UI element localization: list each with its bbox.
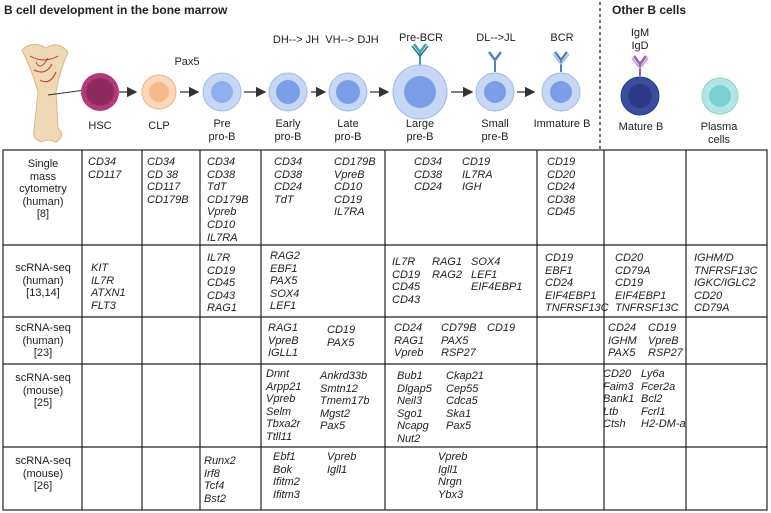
cell-r1-mature: CD20 CD79A CD19 EIF4EBP1 TNFRSF13C: [615, 252, 679, 315]
cell-r4-large: Vpreb Igll1 Nrgn Ybx3: [438, 451, 468, 501]
cell-r1-large-2: RAG1 RAG2: [432, 256, 462, 281]
other-b-cells-title: Other B cells: [612, 3, 687, 17]
early-pro-b-cell-icon: [268, 72, 308, 112]
cell-r1-large: IL7R CD19 CD45 CD43: [392, 256, 421, 306]
large-pre-b-cell-icon: [392, 43, 448, 120]
cell-r4-late: Vpreb Igll1: [327, 451, 357, 476]
cell-r3-mature: CD20 Faim3 Bank1 Ltb Ctsh: [603, 368, 635, 431]
row-label-mass-cytometry: Single mass cytometry (human) [8]: [19, 158, 67, 221]
step-igm-igd: IgM IgD: [630, 27, 650, 52]
cell-r4-prepro: Runx2 Irf8 Tcf4 Bst2: [204, 455, 236, 505]
cell-mass-early: CD34 CD38 CD24 TdT: [274, 156, 303, 206]
step-bcr: BCR: [550, 32, 574, 44]
cell-r2-large-2: CD79B PAX5 RSP27: [441, 322, 477, 360]
cell-r3-mature-2: Ly6a Fcer2a Bcl2 Fcrl1 H2-DM-a: [641, 368, 686, 431]
step-pre-bcr: Pre-BCR: [398, 32, 443, 44]
cell-mass-clp: CD34 CD 38 CD117 CD179B: [147, 156, 189, 206]
stage-label-plasma-cells: Plasma cells: [700, 121, 738, 146]
cell-r2-mature-2: CD19 VpreB RSP27: [648, 322, 683, 360]
mature-b-cell-icon: [620, 55, 660, 116]
stage-label-hsc: HSC: [88, 120, 112, 132]
stage-label-immature-b: Immature B: [533, 118, 591, 130]
figure-title: B cell development in the bone marrow: [4, 3, 228, 17]
cell-r2-large: CD24 RAG1 Vpreb: [394, 322, 424, 360]
row-label-scrna-human-23: scRNA-seq (human) [23]: [15, 322, 71, 360]
row-label-scrna-mouse-26: scRNA-seq (mouse) [26]: [15, 455, 71, 493]
cell-illustration: [21, 2, 739, 150]
step-vh-djh: VH--> DJH: [325, 34, 379, 46]
step-pax5: Pax5: [174, 56, 200, 68]
row-label-scrna-human-13-14: scRNA-seq (human) [13,14]: [15, 262, 71, 300]
bone-marrow-icon: [21, 44, 86, 143]
cell-mass-prepro: CD34 CD38 TdT CD179B Vpreb CD10 IL7RA: [207, 156, 249, 244]
immature-b-cell-icon: [541, 51, 581, 112]
step-dl-jl: DL-->JL: [476, 32, 516, 44]
cell-r1-small: SOX4 LEF1 EIF4EBP1: [471, 256, 523, 294]
stage-label-late-pro-b: Late pro-B: [334, 118, 362, 143]
cell-r1-hsc: KIT IL7R ATXN1 FLT3: [91, 262, 126, 312]
row-label-scrna-mouse-25: scRNA-seq (mouse) [25]: [15, 372, 71, 410]
stage-label-small-pre-b: Small pre-B: [481, 118, 509, 143]
plasma-cell-icon: [701, 77, 739, 115]
small-pre-b-cell-icon: [475, 51, 515, 112]
cell-r3-large: Bub1 Dlgap5 Neil3 Sgo1 Ncapg Nut2: [397, 370, 432, 445]
cell-mass-late: CD179B VpreB CD10 CD19 IL7RA: [334, 156, 376, 219]
step-dh-jh: DH--> JH: [272, 34, 320, 46]
stage-label-early-pro-b: Early pro-B: [274, 118, 302, 143]
cell-r1-plasma: IGHM/D TNFRSF13C IGKC/IGLC2 CD20 CD79A: [694, 252, 758, 315]
cell-r4-early: Ebf1 Bok Ifitm2 Ifitm3: [273, 451, 300, 501]
stage-label-clp: CLP: [148, 120, 170, 132]
pre-pro-b-cell-icon: [202, 72, 242, 112]
hsc-cell-icon: [81, 73, 119, 111]
cell-mass-small: CD19 IL7RA IGH: [462, 156, 493, 194]
cell-r3-early: Dnnt Arpp21 Vpreb Selm Tbxa2r Ttll11: [266, 368, 302, 443]
stage-label-mature-b: Mature B: [618, 121, 664, 133]
stage-label-large-pre-b: Large pre-B: [405, 118, 435, 143]
cell-r1-immature: CD19 EBF1 CD24 EIF4EBP1 TNFRSF13C: [545, 252, 609, 315]
stage-label-pre-pro-b: Pre pro-B: [208, 118, 236, 143]
cell-r2-late: CD19 PAX5: [327, 324, 356, 349]
cell-r2-mature: CD24 IGHM PAX5: [608, 322, 637, 360]
cell-mass-large: CD34 CD38 CD24: [414, 156, 443, 194]
late-pro-b-cell-icon: [328, 72, 368, 112]
cell-r3-small: Ckap21 Cep55 Cdca5 Ska1 Pax5: [446, 370, 484, 433]
clp-cell-icon: [141, 74, 177, 110]
cell-mass-hsc: CD34 CD117: [88, 156, 122, 181]
cell-r1-early: RAG2 EBF1 PAX5 SOX4 LEF1: [270, 250, 300, 313]
cell-r2-early: RAG1 VpreB IGLL1: [268, 322, 299, 360]
cell-r2-small: CD19: [487, 322, 516, 334]
cell-mass-immature: CD19 CD20 CD24 CD38 CD45: [547, 156, 576, 219]
cell-r1-prepro: IL7R CD19 CD45 CD43 RAG1: [207, 252, 237, 315]
cell-r3-late: Ankrd33b Smtn12 Tmem17b Mgst2 Pax5: [320, 370, 370, 433]
